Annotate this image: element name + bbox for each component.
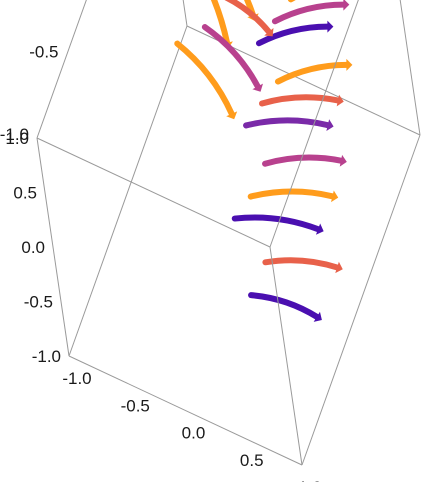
bounding-box-front: [36, 0, 421, 466]
x-axis-ticks: -1.0 -0.5 0.0 0.5 1.0: [62, 369, 321, 482]
stream-line: [244, 0, 257, 19]
box-edge: [36, 0, 87, 139]
z-tick-label: 0.5: [13, 184, 37, 203]
stream-line: [271, 1, 347, 25]
stream-line: [274, 61, 350, 85]
y-tick-label: -1.0: [0, 125, 29, 144]
z-tick-label: -1.0: [32, 347, 61, 366]
stream-line: [231, 214, 322, 233]
x-tick-label: 1.0: [298, 478, 322, 482]
box-edge: [182, 0, 188, 27]
stream-line: [262, 154, 344, 167]
stream-arrowhead: [335, 261, 343, 274]
stream-arrowhead: [315, 223, 324, 235]
y-tick-label: -0.5: [29, 43, 58, 62]
bounding-box-back: [36, 0, 421, 357]
stream-line: [210, 0, 231, 46]
stream-arrowhead: [327, 20, 334, 33]
box-edge: [68, 355, 303, 466]
stream-line: [201, 24, 261, 90]
box-edge: [36, 137, 70, 357]
stream-line: [243, 117, 331, 129]
box-edge: [399, 0, 421, 136]
stream-line: [224, 0, 272, 35]
stream-arrowhead: [226, 111, 238, 120]
stream-arrowhead: [264, 27, 274, 37]
x-tick-label: -0.5: [121, 396, 150, 415]
stream-arrowhead: [336, 94, 344, 107]
stream-arrowhead: [252, 83, 263, 92]
stream-arrowhead: [313, 311, 322, 322]
stream-line: [248, 292, 320, 320]
stream-arrowhead: [326, 119, 334, 131]
stream-arrowhead: [346, 58, 353, 71]
box-edge: [269, 246, 303, 466]
x-tick-label: 0.0: [182, 424, 206, 443]
box-edge: [68, 25, 188, 357]
z-tick-label: -0.5: [24, 293, 53, 312]
stream-arrowhead: [339, 154, 347, 167]
box-edge: [269, 0, 359, 248]
stream-line: [247, 188, 336, 200]
stream-line: [259, 94, 341, 107]
x-tick-label: 0.5: [240, 451, 264, 470]
stream-arrowhead: [331, 190, 339, 203]
box-edge: [36, 137, 271, 248]
z-tick-label: 1.0: [5, 129, 29, 148]
stream-lines: [174, 0, 353, 322]
y-axis-ticks: -1.0-0.50.00.51.0: [0, 43, 59, 145]
z-tick-label: 0.0: [21, 238, 45, 257]
stream-line: [262, 257, 341, 271]
box-edge: [301, 134, 421, 466]
stream-line: [255, 23, 331, 47]
stream-line: [174, 40, 235, 117]
x-tick-label: -1.0: [62, 369, 91, 388]
z-axis-ticks: -1.0 -0.5 0.0 0.5 1.0: [5, 129, 61, 366]
stream-arrowhead: [343, 0, 350, 11]
